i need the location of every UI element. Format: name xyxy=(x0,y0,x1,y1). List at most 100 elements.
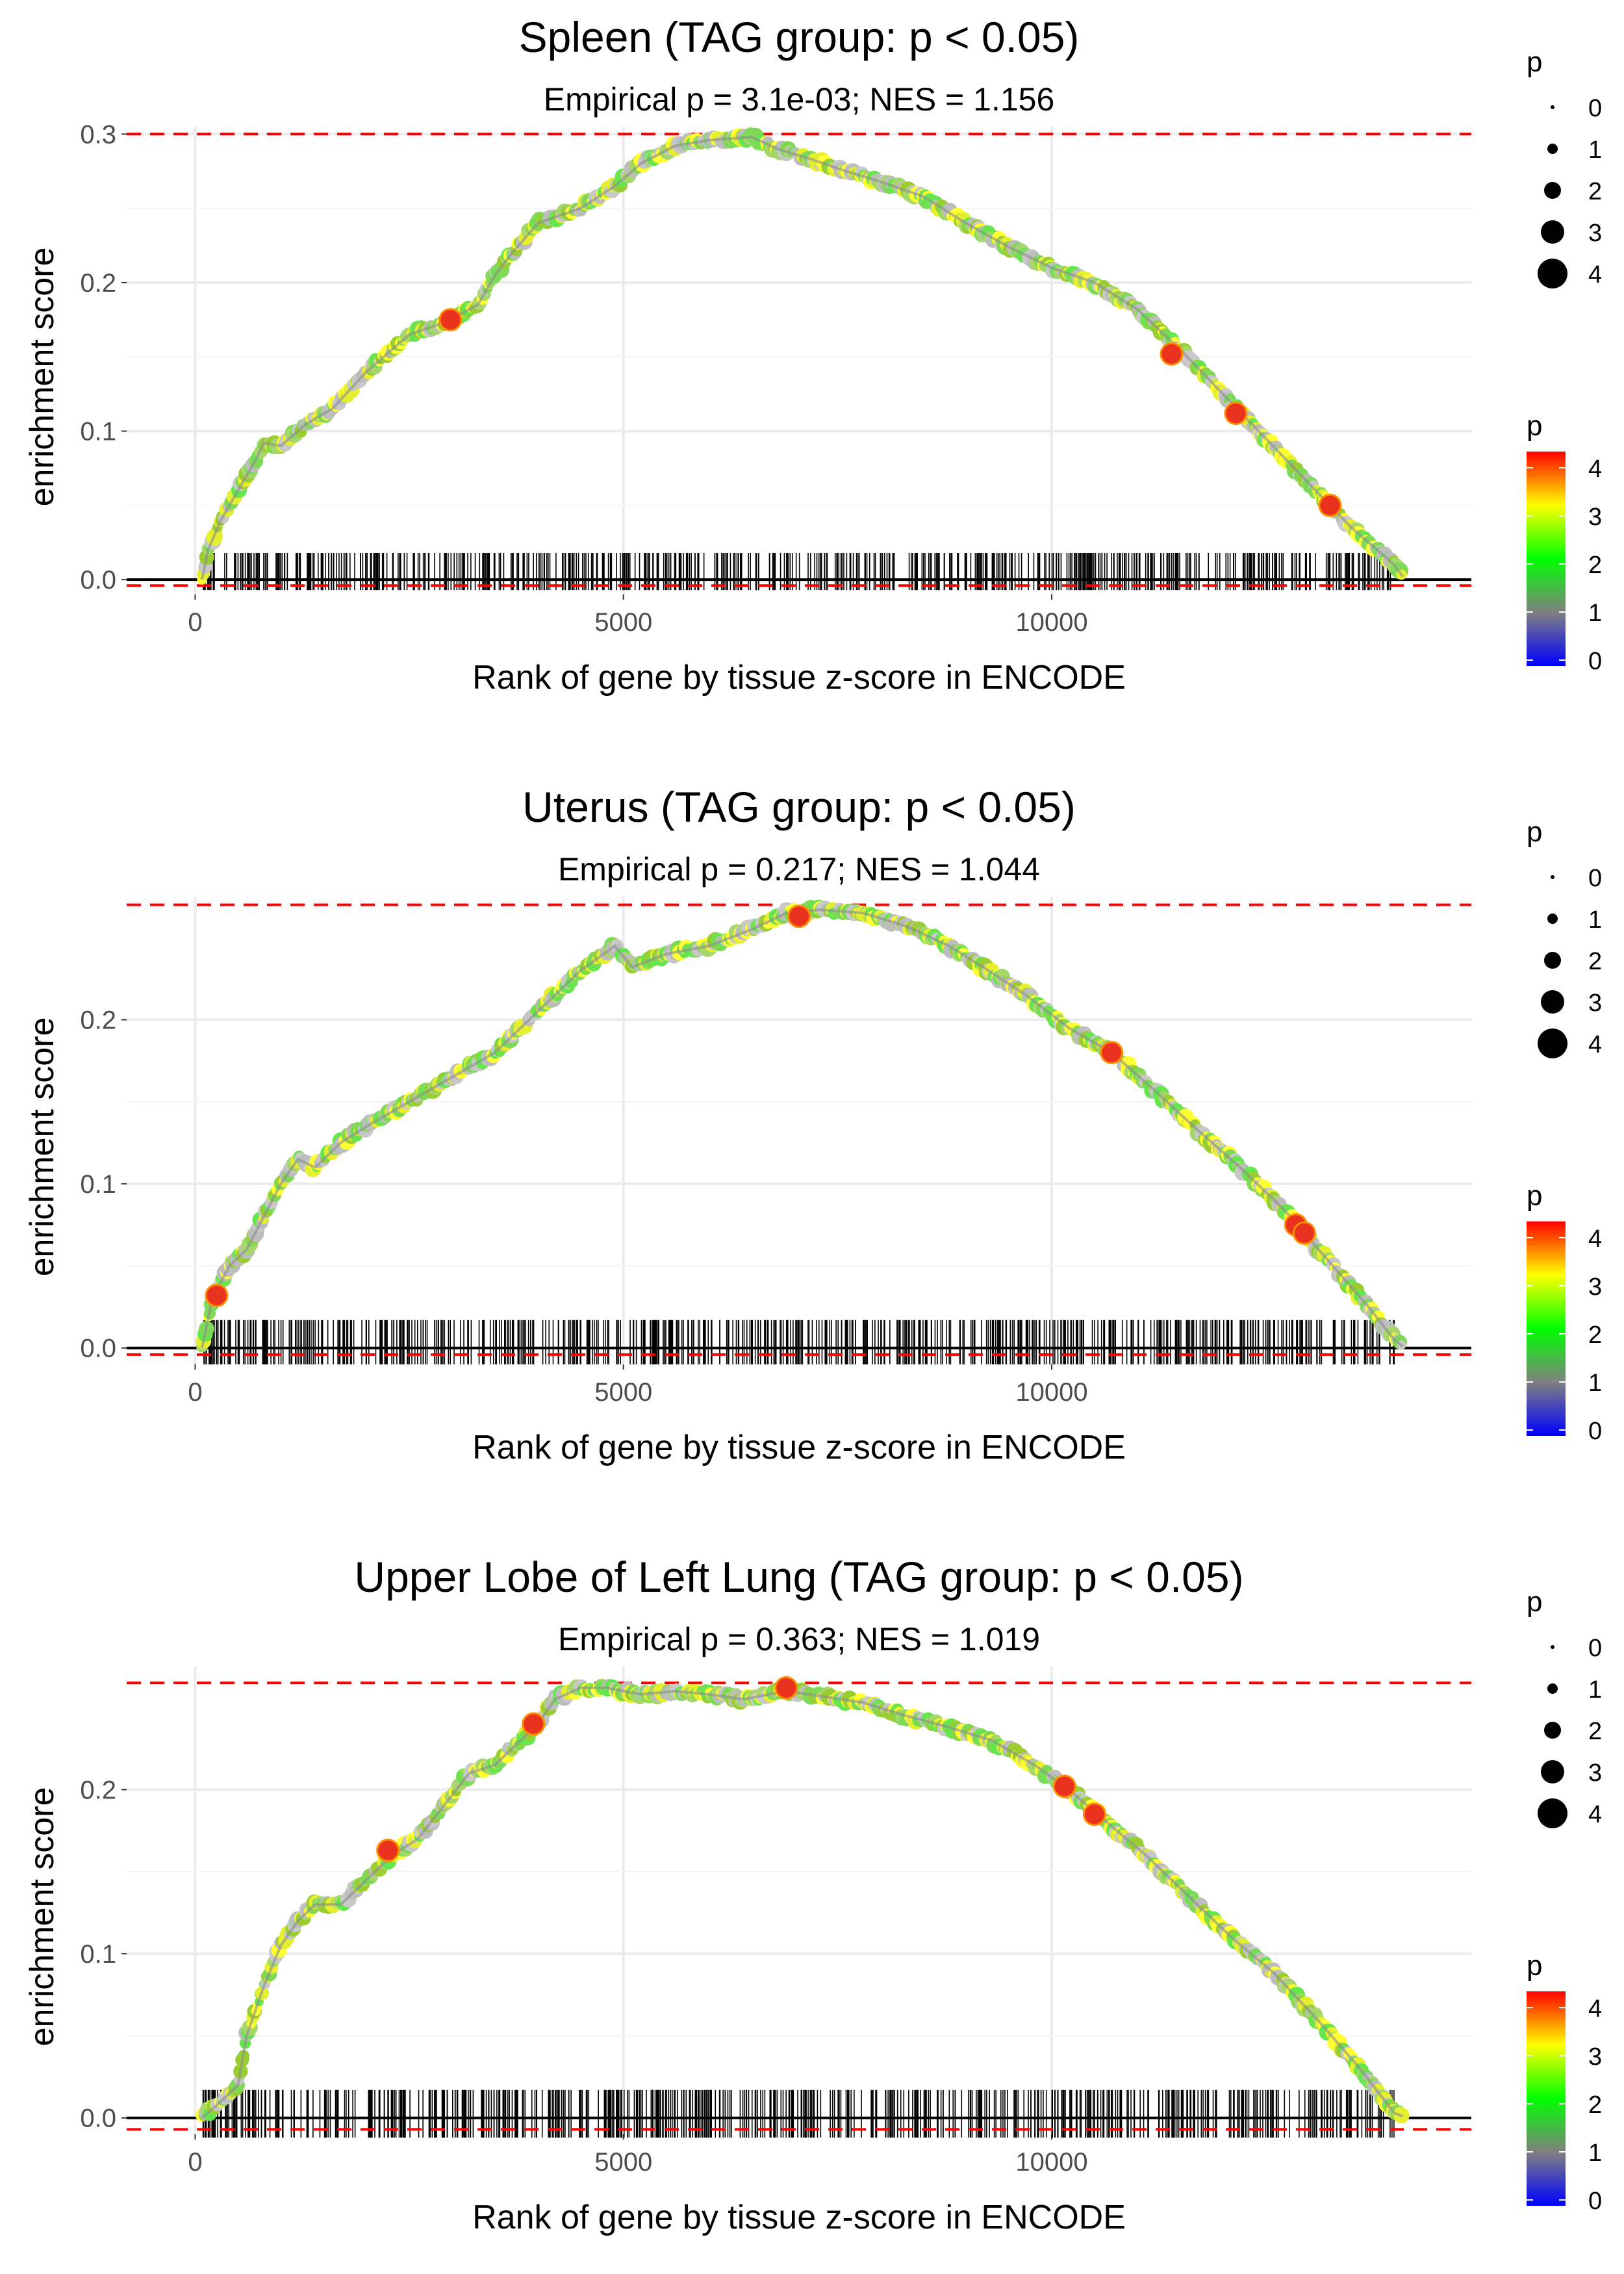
color-legend-label: 2 xyxy=(1588,2091,1602,2119)
running-es-curve xyxy=(196,899,1408,1353)
size-legend-label: 1 xyxy=(1588,1676,1602,1704)
y-axis-label: enrichment score xyxy=(23,1787,61,2047)
y-tick-label: 0.1 xyxy=(80,1940,116,1969)
panel-subtitle: Empirical p = 0.363; NES = 1.019 xyxy=(558,1621,1040,1657)
panel-title: Upper Lobe of Left Lung (TAG group: p < … xyxy=(354,1553,1243,1601)
color-legend-label: 2 xyxy=(1588,552,1602,579)
size-legend-label: 2 xyxy=(1588,1718,1602,1745)
x-axis-label: Rank of gene by tissue z-score in ENCODE xyxy=(472,2199,1126,2236)
color-legend-label: 4 xyxy=(1588,455,1602,483)
panel-subtitle: Empirical p = 0.217; NES = 1.044 xyxy=(558,851,1040,888)
color-legend: p 4 3 2 1 0 xyxy=(1527,410,1602,675)
highlight-point xyxy=(1054,1776,1074,1796)
highlight-point xyxy=(1161,344,1182,364)
color-legend-label: 1 xyxy=(1588,2140,1602,2167)
y-axis-label: enrichment score xyxy=(23,1017,61,1277)
curve-line xyxy=(201,908,1404,1349)
color-legend-label: 2 xyxy=(1588,1322,1602,1349)
size-legend-label: 0 xyxy=(1588,95,1602,122)
x-tick-label: 0 xyxy=(188,608,202,637)
panel-subtitle: Empirical p = 3.1e-03; NES = 1.156 xyxy=(544,81,1055,118)
y-tick-label: 0.0 xyxy=(80,566,116,594)
size-legend-dot xyxy=(1547,1683,1558,1694)
size-legend-label: 0 xyxy=(1588,1635,1602,1662)
x-tick-label: 5000 xyxy=(594,2148,652,2177)
color-legend-label: 1 xyxy=(1588,600,1602,627)
color-legend-label: 0 xyxy=(1588,648,1602,675)
color-legend-label: 3 xyxy=(1588,1273,1602,1301)
size-legend-dot xyxy=(1551,105,1554,109)
y-tick-label: 0.2 xyxy=(80,1776,116,1804)
x-tick-label: 0 xyxy=(188,1378,202,1407)
panel-spleen: Spleen (TAG group: p < 0.05) Empirical p… xyxy=(23,13,1602,696)
size-legend-dot xyxy=(1551,1645,1554,1649)
y-tick-label: 0.1 xyxy=(80,1170,116,1199)
highlight-point xyxy=(1102,1043,1122,1062)
highlight-point xyxy=(1320,495,1340,515)
size-legend-dot xyxy=(1538,259,1567,288)
x-tick-label: 10000 xyxy=(1015,2148,1087,2177)
color-legend-label: 1 xyxy=(1588,1370,1602,1397)
gene-barcode xyxy=(203,1320,1395,1364)
x-axis-label: Rank of gene by tissue z-score in ENCODE xyxy=(472,659,1126,696)
y-tick-label: 0.3 xyxy=(80,120,116,149)
size-legend: p 0 1 2 3 4 xyxy=(1527,816,1602,1058)
running-es-curve xyxy=(195,1678,1410,2124)
panel-title: Uterus (TAG group: p < 0.05) xyxy=(522,783,1076,831)
y-tick-label: 0.0 xyxy=(80,1335,116,1363)
x-tick-label: 5000 xyxy=(594,608,652,637)
highlight-point xyxy=(440,310,461,330)
color-legend-label: 0 xyxy=(1588,2188,1602,2215)
panel-upper-lobe-left-lung: Upper Lobe of Left Lung (TAG group: p < … xyxy=(23,1553,1602,2236)
highlight-point xyxy=(789,906,809,926)
gene-barcode xyxy=(202,553,1391,591)
y-tick-label: 0.2 xyxy=(80,1006,116,1034)
plot-area: 0 5000 10000 0.0 0.1 0.2 xyxy=(80,897,1471,1407)
highlight-point xyxy=(1226,403,1246,424)
y-tick-label: 0.2 xyxy=(80,269,116,298)
color-legend-title: p xyxy=(1527,410,1542,442)
size-legend-title: p xyxy=(1527,816,1542,848)
size-legend-title: p xyxy=(1527,1586,1542,1618)
x-tick-label: 10000 xyxy=(1015,608,1087,637)
y-tick-label: 0.0 xyxy=(80,2104,116,2133)
size-legend-label: 2 xyxy=(1588,948,1602,975)
color-legend-label: 0 xyxy=(1588,1418,1602,1445)
x-tick-label: 5000 xyxy=(594,1378,652,1407)
size-legend-dot xyxy=(1541,220,1564,244)
size-legend-label: 3 xyxy=(1588,220,1602,247)
color-legend: p 4 3 2 1 0 xyxy=(1527,1950,1602,2215)
color-legend-bar xyxy=(1527,1221,1566,1436)
size-legend-label: 1 xyxy=(1588,136,1602,164)
y-tick-label: 0.1 xyxy=(80,418,116,446)
highlight-point xyxy=(1294,1223,1314,1243)
size-legend-dot xyxy=(1547,144,1558,154)
plot-area: 0 5000 10000 0.0 0.1 0.2 0.3 xyxy=(80,120,1471,637)
x-tick-label: 0 xyxy=(188,2148,202,2177)
highlight-point xyxy=(378,1840,398,1860)
size-legend-label: 3 xyxy=(1588,990,1602,1017)
color-legend-title: p xyxy=(1527,1180,1542,1212)
x-axis-label: Rank of gene by tissue z-score in ENCODE xyxy=(472,1429,1126,1466)
size-legend-dot xyxy=(1544,952,1561,969)
color-legend-label: 4 xyxy=(1588,1995,1602,2023)
size-legend: p 0 1 2 3 4 xyxy=(1527,46,1602,288)
color-legend-title: p xyxy=(1527,1950,1542,1982)
size-legend-label: 1 xyxy=(1588,906,1602,934)
size-legend-title: p xyxy=(1527,46,1542,78)
size-legend-label: 4 xyxy=(1588,1801,1602,1828)
curve-line xyxy=(201,1686,1404,2119)
size-legend-dot xyxy=(1541,1760,1564,1783)
panel-uterus: Uterus (TAG group: p < 0.05) Empirical p… xyxy=(23,783,1602,1466)
color-legend-label: 3 xyxy=(1588,504,1602,531)
size-legend-label: 3 xyxy=(1588,1759,1602,1787)
size-legend: p 0 1 2 3 4 xyxy=(1527,1586,1602,1828)
panel-title: Spleen (TAG group: p < 0.05) xyxy=(519,13,1080,61)
size-legend-dot xyxy=(1538,1798,1567,1828)
x-tick-label: 10000 xyxy=(1015,1378,1087,1407)
size-legend-dot xyxy=(1538,1028,1567,1058)
plot-area: 0 5000 10000 0.0 0.1 0.2 xyxy=(80,1667,1471,2177)
highlight-point xyxy=(776,1678,796,1698)
color-legend-bar xyxy=(1527,1991,1566,2206)
